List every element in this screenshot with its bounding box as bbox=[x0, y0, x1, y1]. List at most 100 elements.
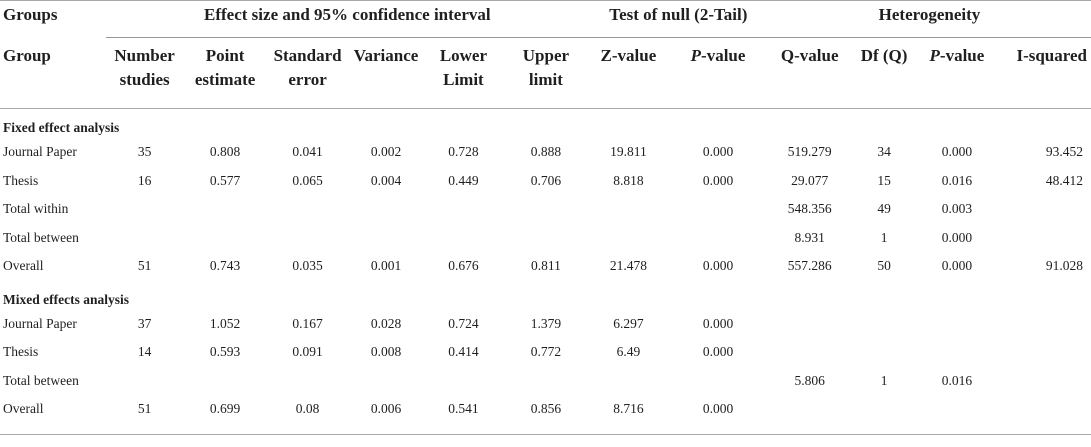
col-p-value-null-suffix: -value bbox=[701, 46, 746, 65]
cell-standard-error bbox=[267, 224, 348, 253]
cell-number-studies: 51 bbox=[137, 258, 152, 274]
cell-upper-limit: 0.811 bbox=[530, 258, 561, 274]
table-row: Total between 5.806 1 0.016 bbox=[0, 367, 1091, 396]
cell-z-value: 6.297 bbox=[613, 315, 644, 331]
cell-number-studies bbox=[106, 224, 183, 253]
cell-z-value: 8.818 bbox=[613, 172, 644, 188]
cell-z-value bbox=[589, 367, 668, 396]
cell-p-value-het bbox=[917, 310, 997, 339]
cell-df-q: 49 bbox=[877, 201, 891, 217]
cell-df-q: 1 bbox=[880, 229, 888, 245]
cell-q-value bbox=[768, 310, 852, 339]
cell-i-squared bbox=[997, 195, 1091, 224]
col-number-studies-line1: Number bbox=[114, 46, 175, 65]
cell-number-studies: 14 bbox=[137, 344, 152, 360]
col-p-value-het-italic: P bbox=[929, 46, 940, 65]
cell-number-studies: 16 bbox=[137, 172, 152, 188]
col-z-value: Z-value bbox=[588, 37, 669, 109]
null-test-group-header: Test of null (2-Tail) bbox=[588, 0, 768, 38]
cell-group: Thesis bbox=[3, 172, 39, 188]
cell-df-q: 50 bbox=[877, 258, 891, 274]
cell-lower-limit: 0.724 bbox=[448, 315, 479, 331]
cell-variance: 0.008 bbox=[370, 344, 402, 360]
cell-lower-limit: 0.414 bbox=[448, 344, 479, 360]
cell-z-value: 21.478 bbox=[609, 258, 647, 274]
col-i-squared: I-squared bbox=[997, 37, 1091, 109]
cell-variance: 0.028 bbox=[370, 315, 402, 331]
col-p-value-het: P-value bbox=[916, 37, 998, 109]
col-standard-error-line1: Standard bbox=[273, 46, 342, 65]
col-number-studies: Number studies bbox=[105, 37, 184, 109]
cell-z-value: 6.49 bbox=[616, 344, 641, 360]
cell-standard-error: 0.035 bbox=[292, 258, 323, 274]
table-row: Journal Paper 35 0.808 0.041 0.002 0.728 0.888… bbox=[0, 138, 1091, 167]
cell-upper-limit: 0.888 bbox=[530, 144, 562, 160]
cell-group: Total between bbox=[3, 372, 79, 388]
cell-group: Total between bbox=[3, 229, 79, 245]
cell-standard-error: 0.167 bbox=[292, 315, 323, 331]
cell-i-squared: 48.412 bbox=[1045, 172, 1083, 188]
cell-upper-limit: 0.706 bbox=[530, 172, 562, 188]
cell-p-value-null bbox=[668, 224, 768, 253]
group-header-row: Groups Effect size and 95% confidence in… bbox=[0, 0, 1091, 38]
cell-p-value-null: 0.000 bbox=[702, 144, 734, 160]
cell-point-estimate: 0.743 bbox=[209, 258, 241, 274]
col-lower-limit: Lower Limit bbox=[423, 37, 504, 109]
cell-i-squared bbox=[997, 367, 1091, 396]
cell-lower-limit: 0.728 bbox=[448, 144, 479, 160]
meta-analysis-table: Groups Effect size and 95% confidence in… bbox=[0, 0, 1091, 435]
table-body: Fixed effect analysis Journal Paper 35 0.80… bbox=[0, 109, 1091, 435]
cell-p-value-null: 0.000 bbox=[702, 315, 734, 331]
cell-point-estimate bbox=[183, 195, 267, 224]
groups-label: Groups bbox=[0, 0, 106, 38]
cell-group: Journal Paper bbox=[3, 315, 77, 331]
cell-standard-error: 0.08 bbox=[295, 401, 320, 417]
cell-point-estimate bbox=[183, 224, 267, 253]
cell-standard-error: 0.041 bbox=[292, 144, 323, 160]
heterogeneity-group-header: Heterogeneity bbox=[767, 0, 1091, 38]
cell-standard-error: 0.065 bbox=[292, 172, 323, 188]
cell-upper-limit: 1.379 bbox=[530, 315, 562, 331]
cell-lower-limit: 0.541 bbox=[448, 401, 479, 417]
bottom-rule-cell bbox=[0, 423, 1091, 435]
cell-standard-error bbox=[267, 195, 348, 224]
cell-point-estimate: 0.699 bbox=[209, 401, 241, 417]
cell-i-squared: 93.452 bbox=[1045, 144, 1083, 160]
col-p-value-null-italic: P bbox=[690, 46, 702, 65]
cell-number-studies: 51 bbox=[137, 401, 152, 417]
cell-i-squared bbox=[997, 338, 1091, 367]
table-row: Total between 8.931 1 0.000 bbox=[0, 224, 1091, 253]
cell-upper-limit bbox=[503, 367, 589, 396]
col-point-estimate-line1: Point bbox=[205, 46, 245, 65]
cell-standard-error: 0.091 bbox=[292, 344, 323, 360]
cell-variance bbox=[348, 367, 423, 396]
cell-p-value-het: 0.016 bbox=[941, 372, 973, 388]
cell-number-studies bbox=[106, 367, 183, 396]
cell-p-value-het: 0.000 bbox=[941, 258, 973, 274]
cell-z-value: 19.811 bbox=[610, 144, 647, 160]
section-header-row: Fixed effect analysis bbox=[0, 109, 1091, 139]
table-row: Thesis 16 0.577 0.065 0.004 0.449 0.706 8.818 0.… bbox=[0, 167, 1091, 196]
section-title: Fixed effect analysis bbox=[3, 120, 120, 135]
cell-p-value-null bbox=[668, 195, 768, 224]
cell-group: Overall bbox=[3, 258, 44, 274]
cell-upper-limit: 0.856 bbox=[530, 401, 562, 417]
cell-p-value-null bbox=[668, 367, 768, 396]
cell-df-q: 1 bbox=[880, 372, 888, 388]
cell-q-value: 29.077 bbox=[791, 172, 829, 188]
cell-p-value-null: 0.000 bbox=[702, 401, 734, 417]
cell-variance: 0.001 bbox=[370, 258, 402, 274]
table-row: Total within 548.356 49 0.003 bbox=[0, 195, 1091, 224]
cell-lower-limit: 0.676 bbox=[448, 258, 479, 274]
cell-p-value-het: 0.003 bbox=[941, 201, 973, 217]
col-variance: Variance bbox=[348, 37, 424, 109]
cell-lower-limit bbox=[424, 224, 503, 253]
cell-z-value bbox=[589, 224, 668, 253]
col-upper-limit-line2: limit bbox=[528, 70, 563, 89]
cell-q-value bbox=[768, 338, 852, 367]
cell-point-estimate: 0.577 bbox=[209, 172, 241, 188]
cell-p-value-het: 0.016 bbox=[941, 172, 973, 188]
col-upper-limit-line1: Upper bbox=[522, 46, 570, 65]
cell-q-value bbox=[768, 395, 852, 424]
table-row: Thesis 14 0.593 0.091 0.008 0.414 0.772 6.49 0.0… bbox=[0, 338, 1091, 367]
